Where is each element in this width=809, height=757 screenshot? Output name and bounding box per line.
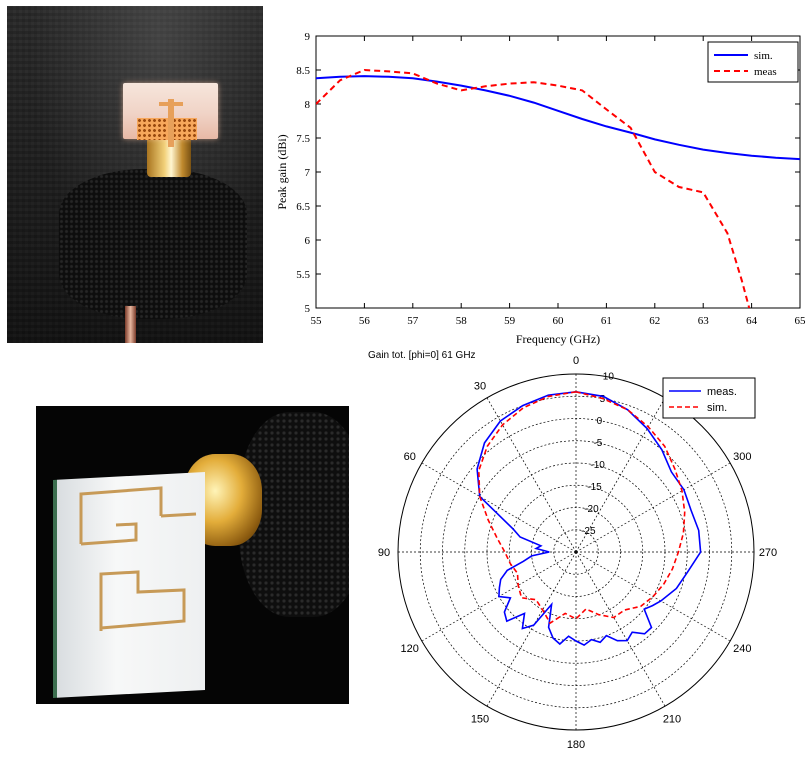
x-tick-label: 64: [746, 315, 758, 327]
polar-series-sim: [477, 391, 686, 625]
angle-tick-label: 60: [404, 451, 416, 463]
x-tick-label: 63: [698, 315, 710, 327]
polar-legend-box: [662, 377, 756, 419]
radial-tick-label: -25: [581, 526, 596, 537]
polar-spoke: [486, 551, 577, 707]
series-line-meas: [316, 68, 751, 308]
x-tick-label: 62: [649, 315, 660, 327]
polar-ring: [419, 395, 733, 709]
legend-label: meas.: [707, 386, 737, 398]
peak-gain-chart: 55 56 57 58 59 60 61 62 63 64 65 5 5.5 6 6.5 7 7.5 8 8.5 9 F…: [275, 31, 806, 346]
antenna-photo-planar-board: [36, 406, 349, 704]
radial-tick-label: -20: [584, 504, 599, 515]
angle-tick-label: 180: [567, 739, 585, 751]
angle-tick-label: 120: [401, 643, 419, 655]
angle-tick-label: 240: [733, 643, 751, 655]
angle-tick-label: 150: [471, 713, 489, 725]
polar-ring: [464, 440, 688, 664]
antenna-photo-foam-mount: [7, 6, 263, 343]
polar-series-meas: [476, 391, 702, 647]
radial-tick-label: -10: [590, 460, 605, 471]
gain-legend-box: [707, 41, 799, 83]
gain-plot-area: 55 56 57 58 59 60 61 62 63 64 65 5 5.5 6 6.5 7 7.5 8 8.5 9 F…: [275, 31, 806, 346]
polar-ring: [553, 529, 599, 575]
series-line-sim: [316, 75, 800, 161]
y-tick-label: 6.5: [296, 201, 310, 213]
polar-ring: [508, 484, 644, 620]
radial-tick-label: 10: [603, 372, 615, 383]
y-tick-label: 7.5: [296, 133, 310, 145]
polar-title: Gain tot. [phi=0] 61 GHz: [368, 350, 476, 361]
y-tick-label: 5.5: [296, 269, 310, 281]
angle-tick-label: 270: [759, 547, 777, 559]
y-tick-label: 5: [305, 303, 311, 315]
x-tick-label: 58: [456, 315, 468, 327]
polar-plot-area: Gain tot. [phi=0] 61 GHz 0 30 60 90 120 150 180…: [368, 350, 777, 751]
radial-tick-label: -15: [587, 482, 602, 493]
x-tick-label: 60: [553, 315, 565, 327]
x-axis-label: Frequency (GHz): [516, 332, 600, 346]
legend-label: meas: [754, 66, 777, 78]
radial-tick-label: -5: [593, 438, 602, 449]
polar-spoke: [575, 397, 666, 553]
polar-spoke: [575, 551, 666, 707]
y-tick-label: 9: [305, 31, 311, 43]
radial-tick-label: 0: [597, 416, 603, 427]
y-tick-label: 8.5: [296, 65, 310, 77]
y-tick-label: 6: [305, 235, 311, 247]
angle-tick-label: 300: [733, 451, 751, 463]
angle-tick-label: 30: [474, 381, 486, 393]
x-tick-label: 56: [359, 315, 371, 327]
angle-tick-label: 210: [663, 713, 681, 725]
y-axis-label: Peak gain (dBi): [275, 134, 289, 209]
x-tick-label: 57: [407, 315, 419, 327]
angle-tick-label: 90: [378, 547, 390, 559]
polar-gain-chart: Gain tot. [phi=0] 61 GHz 0 30 60 90 120 150 180…: [368, 350, 777, 751]
legend-label: sim.: [754, 50, 773, 62]
polar-spoke: [421, 462, 577, 553]
polar-spoke: [486, 397, 577, 553]
legend-label: sim.: [707, 402, 727, 414]
x-tick-label: 61: [601, 315, 612, 327]
x-tick-label: 65: [795, 315, 807, 327]
y-tick-label: 8: [305, 99, 311, 111]
polar-spoke: [575, 462, 731, 553]
x-tick-label: 59: [504, 315, 515, 327]
x-tick-label: 55: [311, 315, 323, 327]
angle-tick-label: 0: [573, 355, 579, 367]
y-tick-label: 7: [305, 167, 311, 179]
